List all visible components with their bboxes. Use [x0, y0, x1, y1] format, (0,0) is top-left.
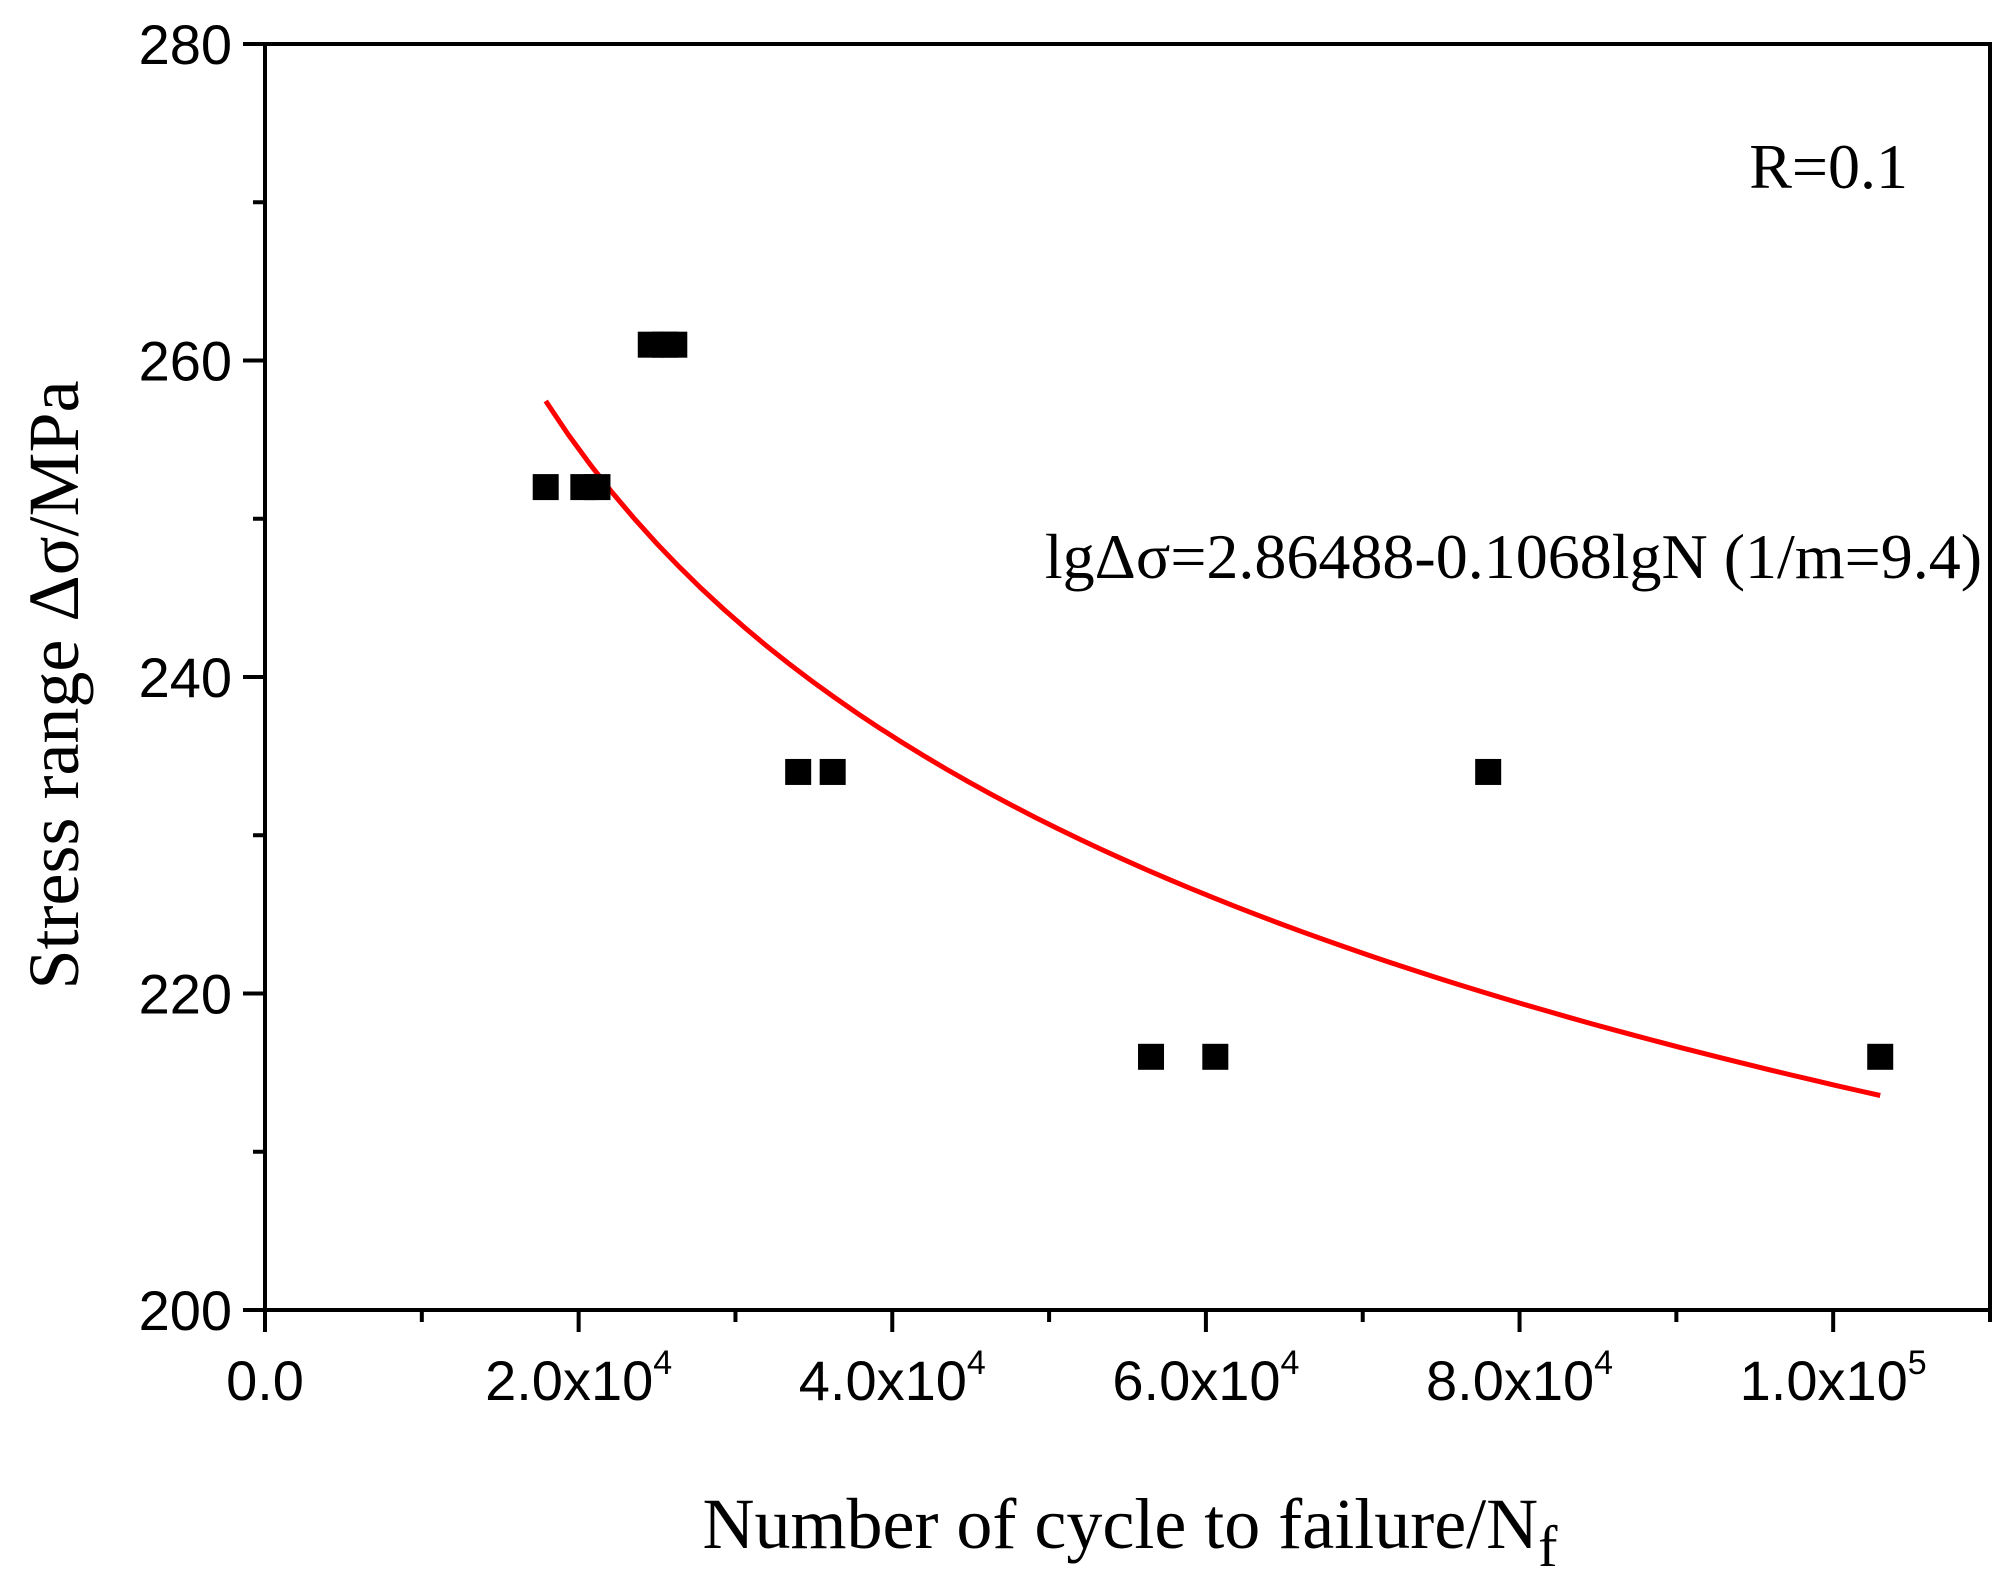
- data-point: [819, 758, 846, 785]
- x-tick-mantissa: 4.0x10: [799, 1349, 967, 1412]
- plot-border: [263, 42, 1992, 1312]
- x-tick-mantissa: 0.0: [226, 1349, 304, 1412]
- fit-line: [543, 399, 1881, 1098]
- x-tick-exponent: 4: [653, 1344, 672, 1382]
- fit-line-layer: [543, 399, 1881, 1098]
- x-tick-label: 6.0x104: [1112, 1344, 1299, 1412]
- x-tick-exponent: 4: [1281, 1344, 1300, 1382]
- x-tick-mantissa: 8.0x10: [1426, 1349, 1594, 1412]
- data-points: [532, 331, 1894, 1070]
- x-axis-label-main: Number of cycle to failure/N: [703, 1484, 1539, 1564]
- y-tick-label: 240: [139, 646, 232, 709]
- x-tick-label: 0.0: [226, 1349, 304, 1412]
- annotation-r-ratio: R=0.1: [1749, 131, 1908, 202]
- x-tick-mantissa: 2.0x10: [485, 1349, 653, 1412]
- data-point: [1202, 1043, 1229, 1070]
- x-tick-mantissa: 6.0x10: [1112, 1349, 1280, 1412]
- y-tick-label: 220: [139, 963, 232, 1026]
- y-axis-label: Stress range Δσ/MPa: [14, 380, 94, 989]
- data-point: [661, 331, 688, 358]
- data-point: [532, 474, 559, 501]
- data-point: [1867, 1043, 1894, 1070]
- data-point: [584, 474, 611, 501]
- y-tick-label: 280: [139, 13, 232, 76]
- y-tick-label: 260: [139, 330, 232, 393]
- data-point: [1138, 1043, 1165, 1070]
- y-tick-label: 200: [139, 1279, 232, 1342]
- x-tick-label: 8.0x104: [1426, 1344, 1613, 1412]
- annotation-fit-equation: lgΔσ=2.86488-0.1068lgN (1/m=9.4): [1045, 521, 1982, 592]
- x-axis-label: Number of cycle to failure/Nf: [703, 1484, 1559, 1579]
- x-tick-label: 1.0x105: [1740, 1344, 1927, 1412]
- data-point: [1475, 758, 1502, 785]
- x-tick-mantissa: 1.0x10: [1740, 1349, 1908, 1412]
- x-axis-label-subscript: f: [1538, 1514, 1558, 1579]
- x-tick-exponent: 4: [1594, 1344, 1613, 1382]
- x-tick-label: 2.0x104: [485, 1344, 672, 1412]
- axis-ticks: [243, 42, 1992, 1332]
- x-tick-exponent: 4: [967, 1344, 986, 1382]
- x-tick-exponent: 5: [1908, 1344, 1927, 1382]
- y-tick-labels: 200 220 240 260 280: [139, 13, 232, 1342]
- x-tick-labels: 0.0 2.0x104 4.0x104 6.0x104 8.0x104 1.0x105: [226, 1344, 1927, 1412]
- x-tick-label: 4.0x104: [799, 1344, 986, 1412]
- data-point: [785, 758, 812, 785]
- plot-frame: [263, 42, 1992, 1312]
